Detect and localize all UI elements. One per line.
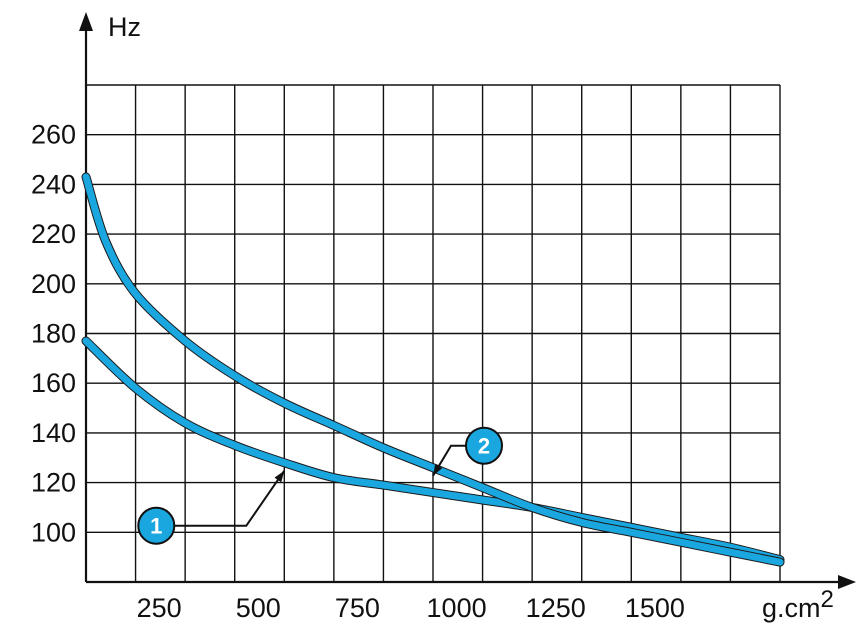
x-tick-label: 750 [335,593,380,623]
y-tick-label: 240 [31,169,76,199]
marker-leader-line [174,470,286,527]
y-tick-label: 260 [31,120,76,150]
axes [79,12,856,589]
series-markers: 12 [137,426,503,545]
series-2-line [82,173,784,566]
x-axis-arrow-icon [838,575,856,589]
y-tick-label: 160 [31,368,76,398]
series-marker-1: 1 [137,470,286,545]
x-tick-label: 1500 [625,593,685,623]
y-tick-label: 120 [31,468,76,498]
marker-circle [465,426,503,465]
marker-arrow-icon [433,463,443,476]
x-tick-label: 500 [236,593,281,623]
series-marker-2: 2 [432,426,503,477]
x-tick-label: 1000 [427,593,487,623]
tick-labels: 100 120 140 160 180 200 220 240 260 250 500 750 1000… [31,120,685,623]
y-axis-unit-label: Hz [108,12,141,42]
marker-circle [137,506,176,545]
x-axis-unit-base: g.cm [762,593,821,623]
x-tick-label: 250 [137,593,182,623]
series-1-line [82,337,784,564]
x-axis-unit-superscript: 2 [821,586,834,613]
y-tick-label: 100 [31,517,76,547]
marker-leader-line [432,444,466,477]
y-tick-label: 140 [31,418,76,448]
marker-label: 1 [150,514,162,539]
y-tick-label: 220 [31,219,76,249]
grid [85,84,781,583]
marker-arrow-icon [274,470,285,483]
y-tick-label: 200 [31,269,76,299]
y-axis-arrow-icon [79,12,93,31]
series [81,172,785,567]
x-axis-unit-label: g.cm2 [762,586,834,623]
x-tick-label: 1250 [526,593,586,623]
marker-label: 2 [478,434,490,459]
y-tick-label: 180 [31,319,76,349]
